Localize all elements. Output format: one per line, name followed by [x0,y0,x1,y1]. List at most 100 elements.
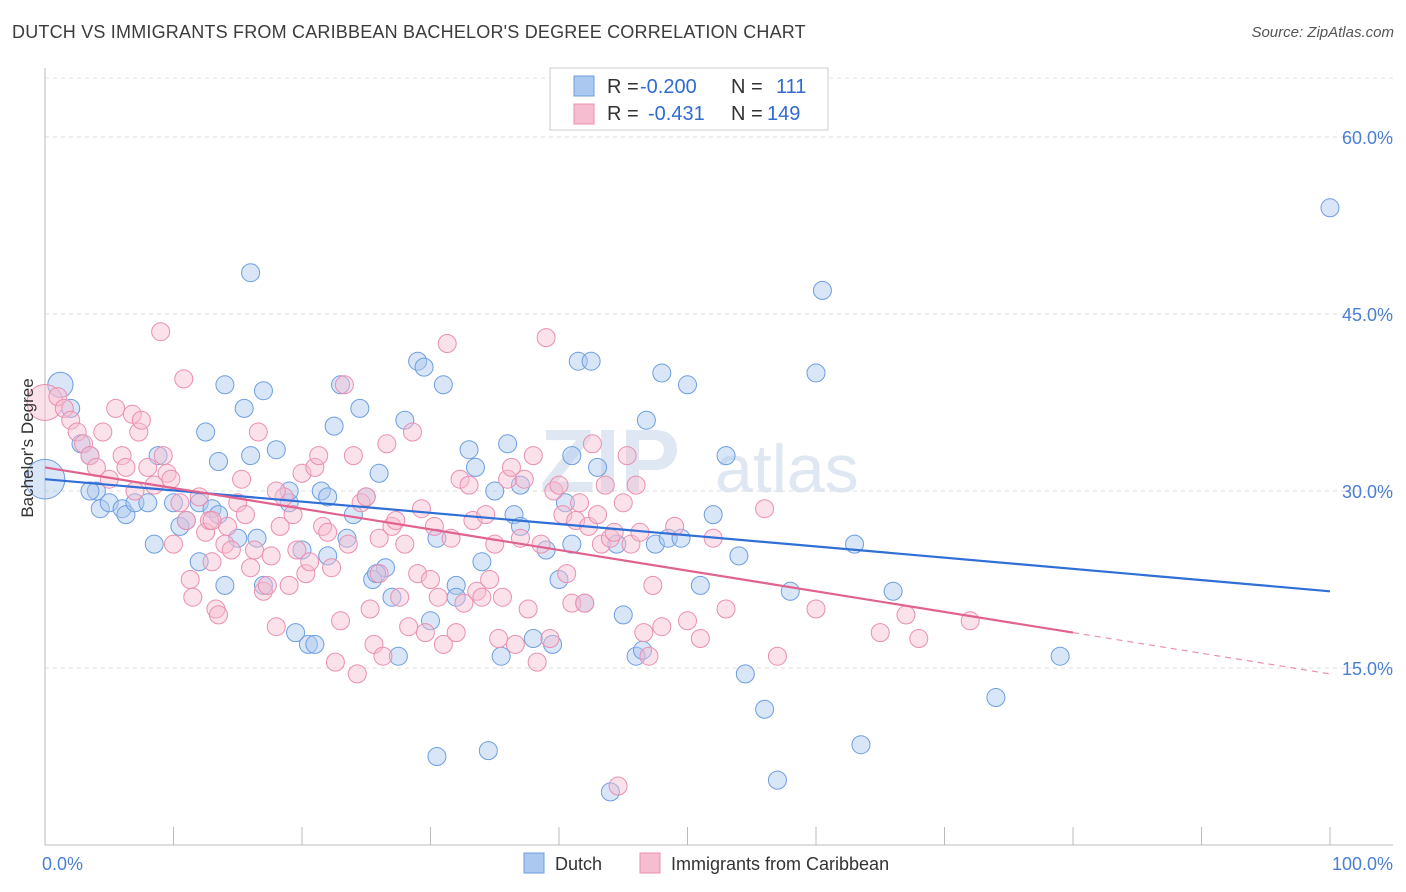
dutch-point [247,528,267,548]
caribbean-point [518,599,538,619]
caribbean-point [334,375,354,395]
caribbean-point [151,322,171,342]
trend-lines [44,466,1331,675]
dutch-point [318,546,338,566]
caribbean-point [395,534,415,554]
caribbean-point [437,334,457,353]
dutch-point [478,741,498,761]
dutch-point [427,528,447,548]
x-tick-label-max: 100.0% [1332,854,1393,874]
caribbean-point [54,398,74,418]
caribbean-point [164,534,183,554]
dutch-point [465,457,485,477]
dutch-point [433,375,453,395]
dutch-point [555,493,575,513]
dutch-point [645,534,665,554]
dutch-point [491,646,511,666]
dutch-point [510,475,530,495]
caribbean-point [604,522,624,542]
caribbean-point [322,558,342,578]
dutch-point [729,546,749,566]
dutch-point [234,398,254,418]
caribbean-point [232,469,252,489]
caribbean-point [80,446,100,466]
caribbean-point [459,475,479,495]
dutch-point [138,493,158,513]
caribbean-point [806,599,826,619]
caribbean-point [433,634,453,654]
dutch-point [755,699,775,719]
caribbean-n-label: N = [731,103,763,125]
caribbean-point [617,446,637,466]
dutch-point [703,505,723,525]
caribbean-point [377,434,397,454]
dutch-point [395,410,415,430]
caribbean-point [61,410,81,430]
caribbean-point [343,446,363,466]
caribbean-point [257,575,277,595]
caribbean-point [157,463,177,483]
caribbean-point [244,540,264,560]
dutch-point [80,481,100,501]
dutch-point [215,575,235,595]
stats-legend-box [549,67,829,131]
caribbean-point [909,629,929,648]
caribbean-point [450,469,470,489]
caribbean-point [403,422,423,442]
caribbean-point [292,463,312,483]
dutch-point [421,611,440,631]
dutch-point [208,452,228,471]
chart-source: Source: ZipAtlas.com [1251,24,1394,41]
caribbean-point [202,552,222,572]
caribbean-r-label: R = [607,103,639,125]
dutch-point [806,363,826,383]
dutch-point [144,534,164,554]
y-tick-label: 60.0% [1342,128,1393,148]
caribbean-point [424,516,444,536]
caribbean-point [428,587,448,607]
caribbean-point [454,593,474,613]
dutch-r-label: R = [607,76,639,98]
caribbean-point [266,617,286,637]
dutch-point [324,416,344,436]
caribbean-point [501,457,521,477]
dutch-point [286,623,306,643]
caribbean-point [386,511,406,530]
caribbean-point [523,446,543,466]
caribbean-point [356,487,376,507]
caribbean-point [480,570,500,589]
caribbean-point [331,611,351,631]
caribbean-r-value: -0.431 [648,103,705,125]
dutch-trend-line [44,478,1331,593]
caribbean-point [369,564,389,584]
caribbean-point [767,646,787,666]
caribbean-point [408,564,428,584]
dutch-r-value: -0.200 [640,76,697,98]
y-tick-label: 30.0% [1342,482,1393,502]
caribbean-point [106,398,126,418]
dutch-point [716,446,736,466]
caribbean-bottom-swatch [639,852,661,874]
dutch-point [427,747,447,766]
caribbean-point [112,446,132,466]
dutch-n-value: 111 [776,76,806,98]
dutch-point [767,770,787,790]
dutch-point [562,446,582,466]
caribbean-point [347,664,367,684]
caribbean-point [261,546,281,566]
caribbean-point [131,410,151,430]
caribbean-point [588,505,608,525]
dutch-bottom-swatch [523,852,545,874]
caribbean-point [283,505,303,525]
dutch-point [549,570,569,589]
caribbean-point [582,434,602,454]
caribbean-point [253,581,273,601]
y-tick-label: 45.0% [1342,305,1393,325]
caribbean-point [608,776,628,796]
dutch-point [812,280,832,300]
caribbean-point [122,404,142,424]
dutch-point [581,351,601,371]
caribbean-point [716,599,736,619]
series-legend: Dutch Immigrants from Caribbean [523,852,889,874]
dutch-point [690,575,710,595]
